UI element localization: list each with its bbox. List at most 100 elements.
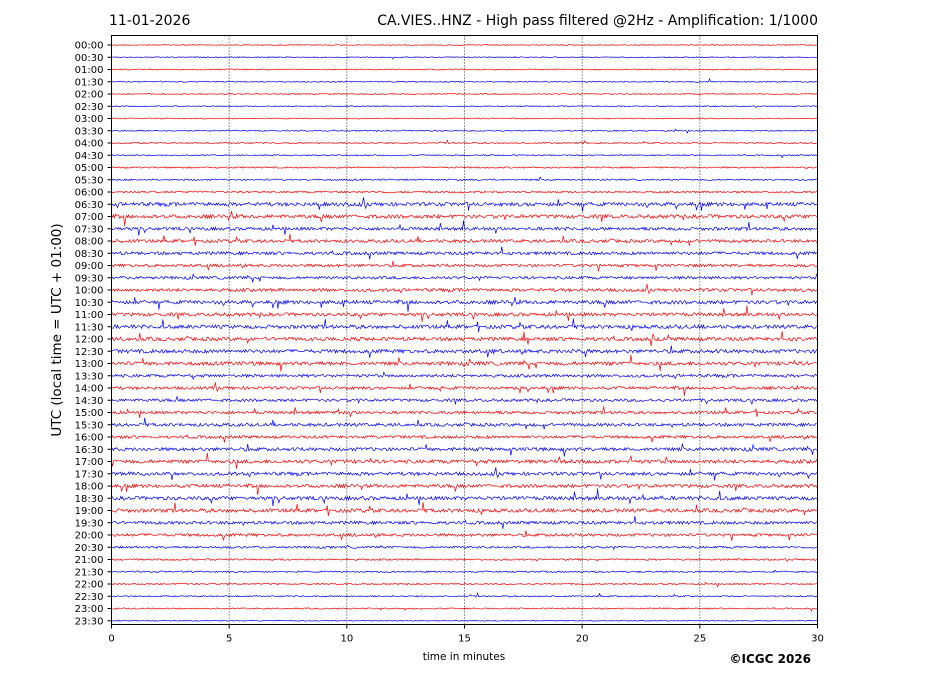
trace-line bbox=[111, 246, 818, 260]
trace-line bbox=[111, 482, 818, 495]
y-tick-label: 20:30 bbox=[75, 543, 104, 554]
y-tick-label: 21:00 bbox=[75, 555, 104, 566]
trace-line bbox=[111, 331, 818, 347]
trace-line bbox=[111, 211, 818, 227]
y-tick-label: 15:30 bbox=[75, 420, 104, 431]
trace-line bbox=[111, 569, 818, 574]
y-tick-label: 13:00 bbox=[75, 359, 104, 370]
trace-line bbox=[111, 581, 818, 588]
y-tick-label: 07:00 bbox=[75, 212, 104, 223]
trace-line bbox=[111, 371, 818, 381]
trace-line bbox=[111, 318, 818, 333]
trace-line bbox=[111, 417, 818, 430]
y-tick-label: 13:30 bbox=[75, 371, 104, 382]
y-tick-label: 05:30 bbox=[75, 175, 104, 186]
trace-line bbox=[111, 516, 818, 529]
y-tick-label: 17:30 bbox=[75, 469, 104, 480]
x-tick-label: 15 bbox=[458, 634, 471, 645]
trace-line bbox=[111, 592, 818, 598]
y-tick-label: 19:30 bbox=[75, 518, 104, 529]
trace-line bbox=[111, 606, 818, 612]
trace-line bbox=[111, 544, 818, 551]
y-tick-label: 19:00 bbox=[75, 506, 104, 517]
x-tick-label: 10 bbox=[340, 634, 353, 645]
trace-line bbox=[111, 406, 818, 418]
y-tick-label: 06:30 bbox=[75, 200, 104, 211]
x-tick-label: 30 bbox=[811, 634, 824, 645]
y-tick-label: 16:00 bbox=[75, 433, 104, 444]
y-tick-label: 16:30 bbox=[75, 445, 104, 456]
trace-line bbox=[111, 488, 818, 507]
y-tick-label: 03:30 bbox=[75, 126, 104, 137]
y-axis-label: UTC (local time = UTC + 01:00) bbox=[49, 223, 65, 436]
x-grid bbox=[228, 35, 701, 625]
chart-date-title: 11-01-2026 bbox=[109, 13, 190, 29]
trace-line bbox=[111, 77, 818, 83]
y-tick-label: 14:30 bbox=[75, 396, 104, 407]
y-tick-label: 22:30 bbox=[75, 592, 104, 603]
trace-line bbox=[111, 220, 818, 236]
trace-line bbox=[111, 105, 818, 108]
y-tick-label: 08:00 bbox=[75, 237, 104, 248]
x-tick-label: 5 bbox=[226, 634, 232, 645]
trace-line bbox=[111, 260, 818, 272]
y-tick-label: 07:30 bbox=[75, 224, 104, 235]
trace-line bbox=[111, 176, 818, 182]
trace-line bbox=[111, 557, 818, 563]
y-tick-label: 15:00 bbox=[75, 408, 104, 419]
y-tick-label: 22:00 bbox=[75, 580, 104, 591]
y-tick-label: 00:00 bbox=[75, 41, 104, 52]
x-ticks: 0 5 10 15 20 25 30 bbox=[108, 624, 824, 645]
trace-line bbox=[111, 296, 818, 312]
x-tick-label: 20 bbox=[576, 634, 589, 645]
y-tick-label: 02:30 bbox=[75, 102, 104, 113]
trace-line bbox=[111, 284, 818, 296]
y-tick-label: 00:30 bbox=[75, 53, 104, 64]
trace-line bbox=[111, 619, 818, 622]
trace-line bbox=[111, 395, 818, 406]
trace-group bbox=[111, 44, 818, 622]
y-tick-label: 17:00 bbox=[75, 457, 104, 468]
trace-line bbox=[111, 382, 818, 396]
y-tick-label: 23:30 bbox=[75, 616, 104, 627]
trace-line bbox=[111, 233, 818, 247]
y-tick-label: 12:00 bbox=[75, 335, 104, 346]
y-tick-label: 18:00 bbox=[75, 482, 104, 493]
trace-line bbox=[111, 153, 818, 159]
y-tick-label: 20:00 bbox=[75, 531, 104, 542]
trace-line bbox=[111, 166, 818, 169]
y-tick-label: 09:30 bbox=[75, 273, 104, 284]
trace-line bbox=[111, 92, 818, 96]
trace-line bbox=[111, 502, 818, 516]
chart-title: CA.VIES..HNZ - High pass filtered @2Hz -… bbox=[377, 13, 818, 29]
y-tick-label: 12:30 bbox=[75, 347, 104, 358]
y-tick-label: 02:00 bbox=[75, 90, 104, 101]
y-tick-label: 11:00 bbox=[75, 310, 104, 321]
y-tick-label: 21:30 bbox=[75, 567, 104, 578]
trace-line bbox=[111, 434, 818, 443]
trace-line bbox=[111, 190, 818, 194]
trace-line bbox=[111, 345, 818, 358]
y-tick-label: 06:00 bbox=[75, 188, 104, 199]
y-tick-label: 11:30 bbox=[75, 322, 104, 333]
y-tick-label: 01:00 bbox=[75, 65, 104, 76]
trace-line bbox=[111, 139, 818, 145]
trace-line bbox=[111, 305, 818, 322]
y-tick-label: 09:00 bbox=[75, 261, 104, 272]
x-axis-label: time in minutes bbox=[423, 651, 505, 663]
trace-line bbox=[111, 467, 818, 481]
trace-line bbox=[111, 56, 818, 60]
trace-line bbox=[111, 443, 818, 457]
trace-line bbox=[111, 452, 818, 469]
y-tick-label: 05:00 bbox=[75, 163, 104, 174]
y-tick-label: 10:30 bbox=[75, 298, 104, 309]
trace-line bbox=[111, 117, 818, 120]
y-tick-label: 10:00 bbox=[75, 286, 104, 297]
trace-line bbox=[111, 128, 818, 134]
y-tick-label: 18:30 bbox=[75, 494, 104, 505]
y-tick-label: 03:00 bbox=[75, 114, 104, 125]
y-tick-label: 04:30 bbox=[75, 151, 104, 162]
y-tick-label: 23:00 bbox=[75, 604, 104, 615]
